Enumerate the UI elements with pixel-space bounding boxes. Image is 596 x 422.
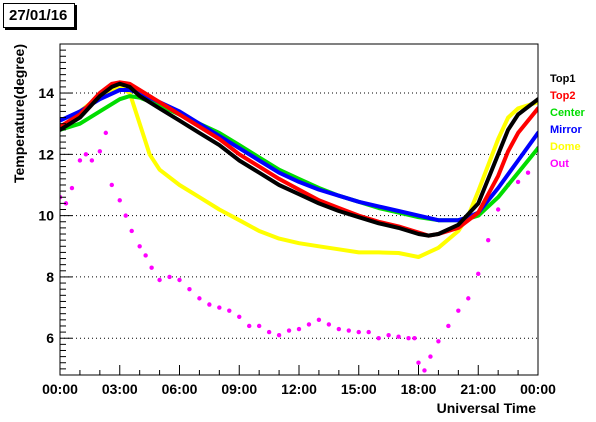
point-out <box>137 244 142 249</box>
y-tick-label: 12 <box>38 146 54 162</box>
point-out <box>515 179 521 185</box>
legend-entry-mirror: Mirror <box>550 124 583 136</box>
series-line-top2 <box>60 80 538 238</box>
point-out <box>396 334 401 339</box>
point-out <box>207 302 212 307</box>
date-label: 27/01/16 <box>3 3 75 28</box>
point-out <box>187 286 192 292</box>
point-out <box>129 228 134 234</box>
point-out <box>167 274 172 280</box>
point-out <box>227 308 232 313</box>
point-out <box>346 328 351 333</box>
point-out <box>266 329 272 335</box>
x-tick-label: 00:00 <box>520 381 556 397</box>
x-tick-label: 15:00 <box>341 381 377 397</box>
series-line-top1 <box>60 81 538 238</box>
point-out <box>486 237 491 243</box>
point-out <box>386 332 391 338</box>
legend-entry-dome: Dome <box>550 141 581 153</box>
legend-entry-out: Out <box>550 158 569 170</box>
point-out <box>406 336 411 341</box>
point-out <box>97 149 103 154</box>
point-out <box>177 277 182 283</box>
y-tick-label: 6 <box>46 330 54 346</box>
x-tick-label: 12:00 <box>281 381 317 397</box>
y-tick-label: 8 <box>46 269 54 285</box>
x-tick-label: 03:00 <box>102 381 138 397</box>
point-out <box>149 265 154 270</box>
point-out <box>436 339 441 344</box>
y-axis-title: Temperature(degree) <box>11 44 27 183</box>
x-tick-label: 00:00 <box>42 381 78 397</box>
point-out <box>412 336 417 341</box>
point-out <box>117 198 122 203</box>
point-out <box>326 322 332 327</box>
point-out <box>109 182 114 188</box>
point-out <box>217 305 222 310</box>
legend-entry-top1: Top1 <box>550 73 575 85</box>
point-out <box>366 329 371 335</box>
point-out <box>446 323 451 329</box>
x-tick-label: 21:00 <box>460 381 496 397</box>
point-out <box>476 271 481 277</box>
point-out <box>466 296 471 301</box>
y-tick-label: 10 <box>38 208 54 224</box>
point-out <box>256 323 262 329</box>
point-out <box>77 158 83 163</box>
point-out <box>495 207 501 212</box>
point-out <box>416 360 421 365</box>
point-out <box>103 130 109 136</box>
point-out <box>296 326 302 332</box>
point-out <box>69 185 75 191</box>
point-out <box>422 368 427 373</box>
point-out <box>123 213 128 218</box>
point-out <box>456 308 461 313</box>
point-out <box>306 322 312 327</box>
x-axis-title: Universal Time <box>437 400 537 416</box>
x-tick-label: 18:00 <box>401 381 437 397</box>
point-out <box>525 170 531 175</box>
point-out <box>276 332 282 338</box>
x-tick-label: 09:00 <box>221 381 257 397</box>
point-out <box>89 158 95 163</box>
point-out <box>157 277 162 283</box>
point-out <box>316 317 322 323</box>
y-axis: 6 8 10 12 14 <box>38 43 72 376</box>
point-out <box>428 354 433 359</box>
legend-entry-center: Center <box>550 107 586 119</box>
legend: Top1 Top2 Center Mirror Dome Out <box>550 73 586 170</box>
x-axis: 00:00 03:00 06:00 09:00 12:00 15:00 18:00 21:00… <box>42 365 556 397</box>
point-out <box>83 152 89 157</box>
series-out <box>60 130 538 373</box>
x-tick-label: 06:00 <box>162 381 198 397</box>
point-out <box>247 323 252 329</box>
point-out <box>197 296 202 301</box>
point-out <box>143 253 148 258</box>
point-out <box>356 329 361 335</box>
point-out <box>286 328 292 333</box>
series-layer <box>60 80 538 373</box>
legend-entry-top2: Top2 <box>550 90 575 102</box>
point-out <box>336 326 342 332</box>
point-out <box>237 314 242 319</box>
y-tick-label: 14 <box>38 85 54 101</box>
point-out <box>376 336 381 341</box>
